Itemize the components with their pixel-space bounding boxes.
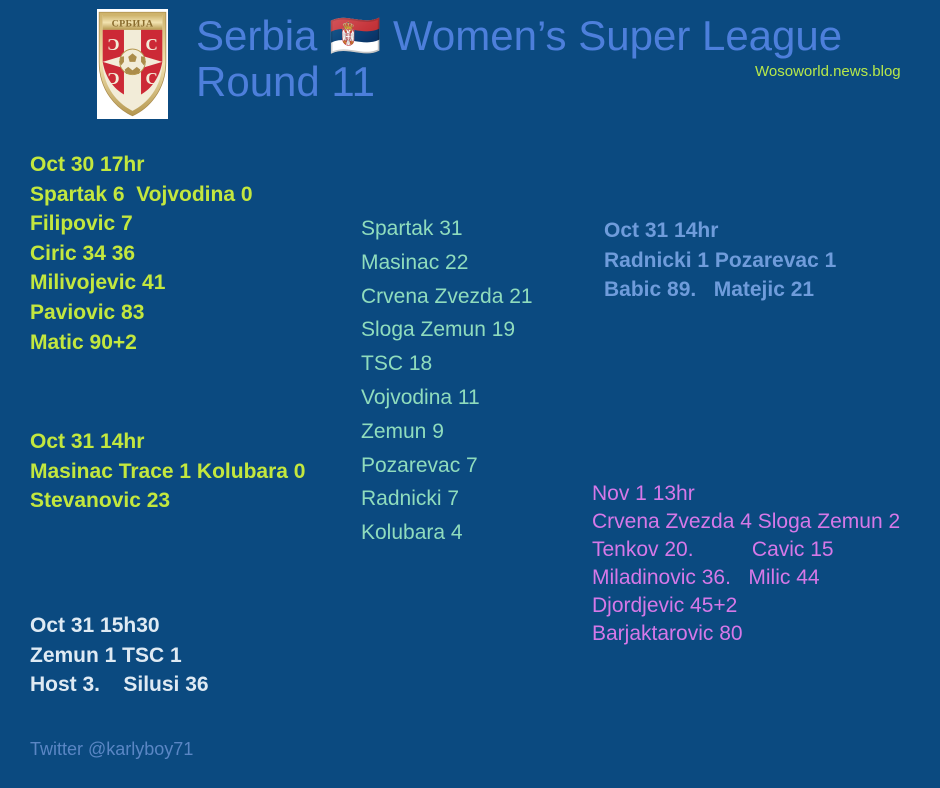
svg-text:C: C xyxy=(107,69,119,88)
svg-text:C: C xyxy=(146,35,158,54)
svg-text:C: C xyxy=(146,69,158,88)
svg-text:C: C xyxy=(107,35,119,54)
svg-text:СРБИЈА: СРБИЈА xyxy=(112,18,154,29)
